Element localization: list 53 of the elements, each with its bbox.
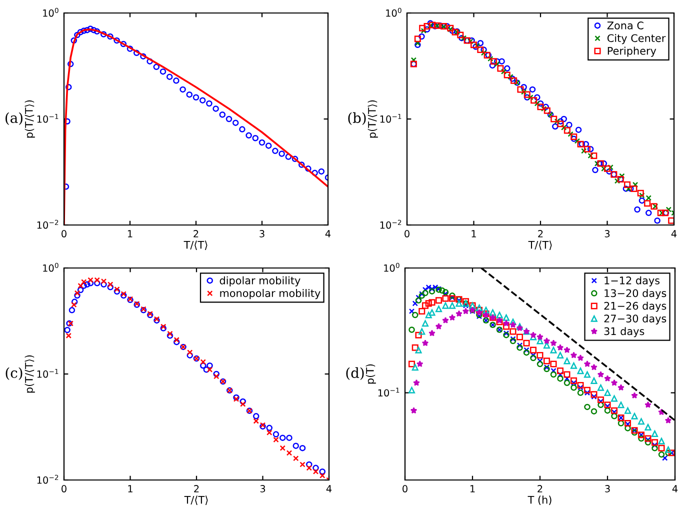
x-tick-label: 1 [470,485,475,492]
y-tick-label: 10$^{−1}$ [378,388,400,397]
legend-label: Zona C [607,22,644,30]
y-tick-label: 10$^{0}$ [43,262,58,272]
y-axis-title: p(T/⟨T⟩) [24,355,35,393]
y-tick-label: 10$^{−1}$ [37,114,58,123]
y-tick-label: 10$^{−2}$ [37,474,58,484]
x-axis-title: T/⟨T⟩ [528,240,552,250]
x-axis-title: T/⟨T⟩ [184,240,208,250]
x-tick-label: 0 [62,230,66,238]
y-tick-label: 10$^{0}$ [386,8,402,17]
x-axis-title: T (h) [528,496,552,505]
x-tick-label: 3 [605,485,610,492]
legend-label: 31 days [604,327,644,338]
x-tick-label: 4 [325,230,331,238]
x-tick-label: 0 [402,485,408,492]
y-tick-label: 10$^{−1}$ [380,114,402,123]
y-tick-label: 10$^{0}$ [384,262,400,272]
legend-label: 27−30 days [604,314,666,324]
text: (d) [346,367,364,380]
legend-label: dipolar mobility [220,276,300,286]
y-tick-label: 10$^{−2}$ [380,220,402,229]
x-tick-label: 2 [538,230,543,238]
x-tick-label: 1 [472,230,476,238]
x-tick-label: 4 [326,485,332,492]
x-tick-label: 3 [260,485,266,492]
x-tick-label: 0 [404,230,410,238]
x-tick-label: 0 [62,485,66,492]
x-tick-label: 4 [671,230,677,238]
legend-label: monopolar mobility [220,289,320,300]
text: (b) [348,112,366,125]
legend-label: 1−12 days [604,276,660,286]
legend-label: 21−26 days [604,302,666,312]
y-axis-title: p(T/⟨T⟩) [24,100,35,138]
x-tick-label: 3 [260,230,264,238]
x-tick-label: 3 [604,230,610,238]
legend-label: 13−20 days [604,289,666,300]
y-axis-title: p(T) [366,364,376,384]
x-tick-label: 4 [672,485,678,492]
x-tick-label: 1 [128,230,132,238]
legend-label: Periphery [608,46,656,57]
y-tick-label: 10$^{−2}$ [37,220,58,229]
y-tick-label: 10$^{−1}$ [37,368,58,378]
x-tick-label: 1 [128,485,132,492]
x-tick-label: 2 [538,485,542,492]
x-axis-title: T/⟨T⟩ [184,496,208,505]
x-tick-label: 2 [194,485,199,492]
y-axis-title: p(T/⟨T⟩) [368,100,378,138]
text: (c) [6,367,22,380]
legend-label: City Center [607,34,666,44]
text: (a) [6,112,22,125]
x-tick-label: 2 [194,230,198,238]
y-tick-label: 10$^{0}$ [43,8,58,17]
